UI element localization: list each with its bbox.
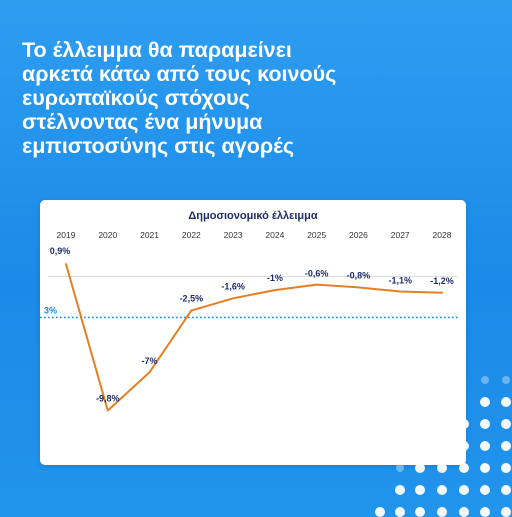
data-label-2024: -1% <box>267 273 283 283</box>
data-label-2019: 0,9% <box>50 246 71 256</box>
headline-line-2: αρκετά κάτω από τους κοινούς <box>22 62 337 86</box>
x-tick-label-2024: 2024 <box>265 230 284 240</box>
data-label-2022: -2,5% <box>180 294 204 304</box>
chart-card: Δημοσιονομικό έλλειμμα 2019 2020 2021 2022 2… <box>40 200 466 465</box>
x-tick-label-2027: 2027 <box>391 230 410 240</box>
data-label-2023: -1,6% <box>221 281 245 291</box>
data-label-2028: -1,2% <box>430 276 454 286</box>
headline-line-5: εμπιστοσύνης στις αγορές <box>22 134 295 158</box>
x-tick-label-2023: 2023 <box>224 230 243 240</box>
data-label-2020: -9,8% <box>96 394 120 404</box>
data-labels: 0,9% -9,8% -7% -2,5% -1,6% -1% -0,6% -0,8% -1,1%… <box>50 246 454 403</box>
data-label-2025: -0,6% <box>305 269 329 279</box>
headline: Το έλλειμμα θα παραμείνει αρκετά κάτω απ… <box>22 38 362 158</box>
series-line <box>65 263 443 412</box>
chart-title: Δημοσιονομικό έλλειμμα <box>188 210 317 222</box>
data-label-2021: -7% <box>142 356 158 366</box>
reference-line-label: 3% <box>44 305 57 315</box>
reference-lines: 3% <box>40 275 458 319</box>
headline-line-3: ευρωπαϊκούς στόχους <box>22 86 250 110</box>
headline-line-1: Το έλλειμμα θα παραμείνει <box>22 38 292 62</box>
x-tick-label-2020: 2020 <box>98 230 117 240</box>
x-tick-label-2026: 2026 <box>349 230 368 240</box>
x-tick-label-2019: 2019 <box>57 230 76 240</box>
series-line-group <box>65 263 443 412</box>
x-tick-label-2021: 2021 <box>140 230 159 240</box>
x-axis-ticks: 2019 2020 2021 2022 2023 2024 2025 2026 2027 2028 <box>57 230 452 240</box>
headline-line-4: στέλνοντας ένα μήνυμα <box>22 110 263 134</box>
x-tick-label-2022: 2022 <box>182 230 201 240</box>
data-label-2027: -1,1% <box>388 275 412 285</box>
x-tick-label-2028: 2028 <box>433 230 452 240</box>
data-label-2026: -0,8% <box>347 270 371 280</box>
deficit-line-chart: Δημοσιονομικό έλλειμμα 2019 2020 2021 2022 2… <box>40 210 458 412</box>
x-tick-label-2025: 2025 <box>307 230 326 240</box>
